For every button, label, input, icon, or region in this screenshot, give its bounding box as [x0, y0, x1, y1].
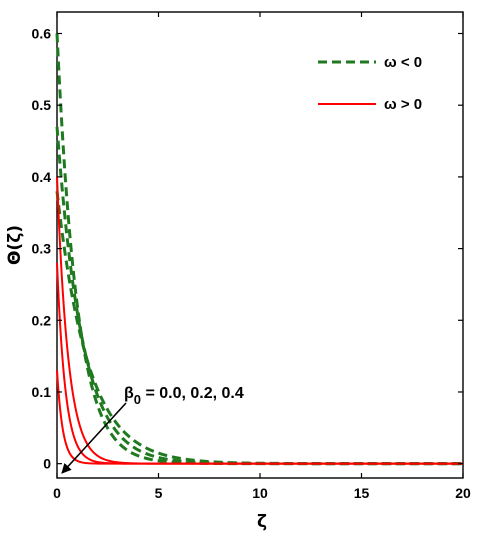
legend-label-omega-positive: ω > 0 [384, 96, 422, 113]
x-tick-label: 10 [252, 485, 268, 501]
plot-frame [56, 11, 464, 479]
x-tick-label: 0 [53, 485, 61, 501]
y-tick-label: 0.4 [32, 169, 52, 185]
legend: ω < 0 ω > 0 [318, 54, 422, 113]
y-tick-label: 0.3 [32, 241, 52, 257]
annotation-values: = 0.0, 0.2, 0.4 [141, 385, 244, 402]
x-tick-label: 5 [155, 485, 163, 501]
annotation-subscript: 0 [134, 392, 141, 407]
series-line-omega-negative [55, 126, 463, 466]
y-axis-label: Θ(ζ) [5, 225, 25, 265]
annotation-text: β0 = 0.0, 0.2, 0.4 [124, 385, 244, 407]
y-tick-label: 0.6 [32, 26, 52, 42]
series-line-omega-positive [56, 176, 463, 465]
series-layer [55, 33, 463, 466]
annotation-beta-symbol: β [124, 385, 134, 402]
y-tick-label: 0.1 [32, 384, 52, 400]
beta-annotation: β0 = 0.0, 0.2, 0.4 [61, 385, 244, 474]
y-tick-label: 0.5 [32, 97, 52, 113]
y-tick-label: 0 [43, 456, 51, 472]
series-line-omega-positive [56, 370, 463, 465]
y-tick-label: 0.2 [32, 312, 52, 328]
ticks-layer: 0 5 10 15 20 0 0.1 0.2 0.3 0.4 0.5 0.6 [32, 12, 471, 501]
series-line-omega-negative [55, 191, 463, 466]
x-axis-label: ζ [257, 512, 267, 532]
x-tick-label: 15 [354, 485, 370, 501]
annotation-arrow [61, 402, 127, 474]
x-tick-label: 20 [455, 485, 471, 501]
legend-label-omega-negative: ω < 0 [384, 54, 422, 71]
